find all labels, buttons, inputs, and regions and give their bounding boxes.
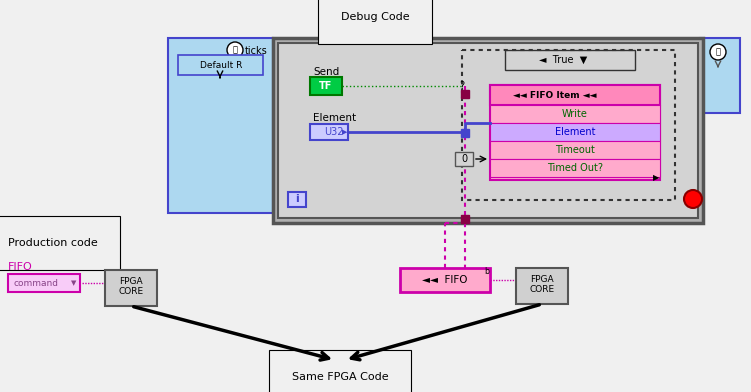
Text: command: command	[14, 278, 59, 287]
Text: Same FPGA Code: Same FPGA Code	[291, 372, 388, 382]
Bar	[490, 123, 660, 141]
Bar	[288, 192, 306, 207]
Text: Timed Out?: Timed Out?	[547, 163, 603, 173]
Bar	[461, 129, 469, 137]
Bar	[310, 77, 342, 95]
Text: Element: Element	[555, 127, 596, 137]
Bar	[105, 270, 157, 306]
Circle shape	[227, 42, 243, 58]
Bar	[310, 124, 348, 140]
Text: ▶: ▶	[342, 129, 348, 135]
Bar	[461, 90, 469, 98]
Text: ▼: ▼	[71, 280, 77, 286]
Bar	[490, 105, 660, 123]
Text: Production code: Production code	[8, 238, 98, 248]
Text: Element: Element	[313, 113, 356, 123]
Text: b: b	[484, 267, 490, 276]
Text: Debug Code: Debug Code	[341, 12, 409, 22]
Text: ▶: ▶	[653, 174, 659, 183]
Text: CORE: CORE	[529, 285, 554, 294]
Text: FPGA: FPGA	[530, 276, 553, 285]
Bar	[168, 38, 273, 213]
Bar	[273, 38, 703, 223]
Text: ⏰: ⏰	[716, 47, 720, 56]
Circle shape	[684, 190, 702, 208]
Text: CORE: CORE	[119, 287, 143, 296]
Text: ◄  True  ▼: ◄ True ▼	[539, 55, 587, 65]
Text: ◄◄  FIFO: ◄◄ FIFO	[422, 275, 468, 285]
Text: Send: Send	[313, 67, 339, 77]
Bar	[490, 159, 660, 177]
Text: TF: TF	[319, 81, 333, 91]
Text: FIFO: FIFO	[8, 262, 33, 272]
Bar	[490, 85, 660, 180]
Text: ticks: ticks	[245, 46, 268, 56]
Text: 0: 0	[461, 154, 467, 164]
Bar	[8, 274, 80, 292]
Bar	[178, 55, 263, 75]
Bar	[462, 50, 675, 200]
Text: Timeout: Timeout	[555, 145, 595, 155]
Text: ?: ?	[460, 81, 465, 91]
Bar	[400, 268, 490, 292]
Text: U32: U32	[324, 127, 343, 137]
Bar	[516, 268, 568, 304]
Text: ⏰: ⏰	[233, 45, 237, 54]
Bar	[700, 38, 740, 113]
Circle shape	[710, 44, 726, 60]
Bar	[490, 141, 660, 159]
Text: ◄◄ FIFO Item ◄◄: ◄◄ FIFO Item ◄◄	[513, 91, 597, 100]
Text: FPGA: FPGA	[119, 278, 143, 287]
Text: Default R: Default R	[200, 60, 243, 69]
Text: i: i	[295, 194, 299, 204]
Bar	[278, 43, 698, 218]
Bar	[490, 85, 660, 105]
Bar	[505, 50, 635, 70]
Bar	[455, 152, 473, 166]
Bar	[461, 215, 469, 223]
Text: Write: Write	[562, 109, 588, 119]
